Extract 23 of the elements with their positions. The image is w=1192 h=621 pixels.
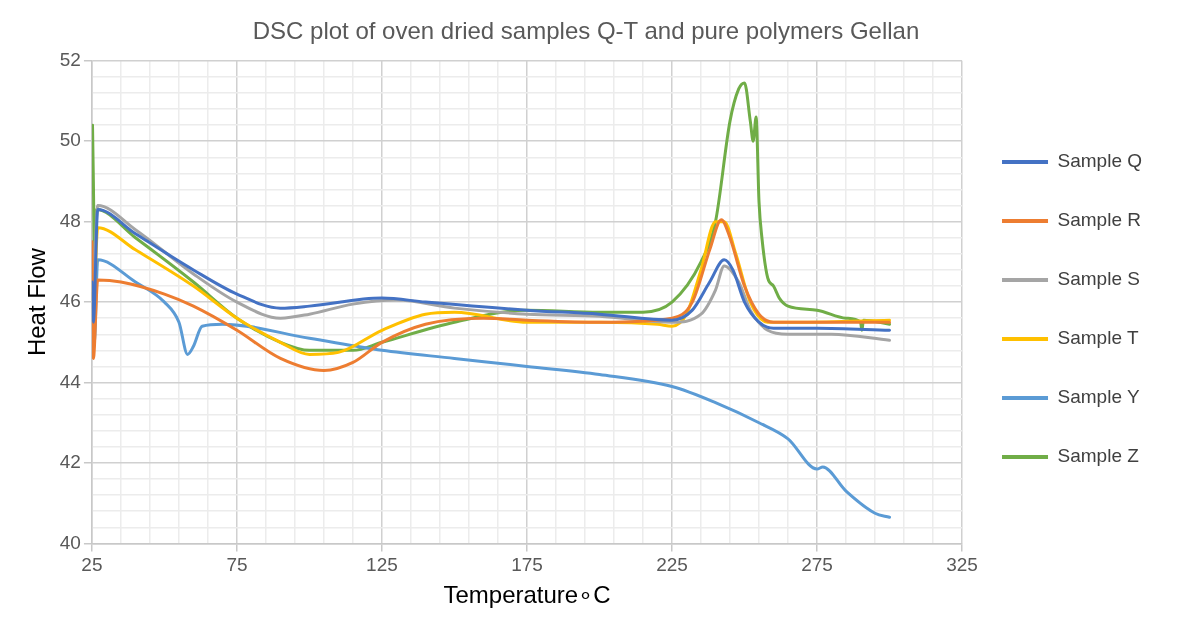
y-tick-label: 40 — [59, 531, 81, 553]
y-tick-label: 46 — [59, 290, 81, 312]
legend-label: Sample Z — [1057, 445, 1140, 467]
legend-label: Sample S — [1057, 268, 1140, 290]
y-tick-label: 42 — [59, 451, 81, 473]
x-tick-label: 75 — [226, 554, 248, 576]
y-tick-label: 52 — [59, 49, 81, 71]
x-tick-label: 275 — [801, 554, 833, 576]
y-tick-label: 48 — [59, 209, 81, 231]
x-tick-label: 175 — [511, 554, 543, 576]
x-axis-title: Temperature∘C — [443, 581, 611, 609]
y-tick-label: 50 — [59, 129, 81, 151]
chart-title: DSC plot of oven dried samples Q-T and pure polymers Gellan — [252, 17, 920, 45]
legend-label: Sample T — [1057, 327, 1139, 349]
legend-label: Sample Q — [1057, 150, 1142, 172]
y-axis-title: Heat Flow — [23, 247, 51, 357]
x-tick-label: 225 — [656, 554, 688, 576]
legend-label: Sample Y — [1057, 386, 1140, 408]
legend-label: Sample R — [1057, 209, 1141, 231]
x-tick-label: 25 — [81, 554, 103, 576]
x-tick-label: 125 — [366, 554, 398, 576]
x-tick-label: 325 — [946, 554, 978, 576]
y-tick-label: 44 — [59, 370, 82, 392]
